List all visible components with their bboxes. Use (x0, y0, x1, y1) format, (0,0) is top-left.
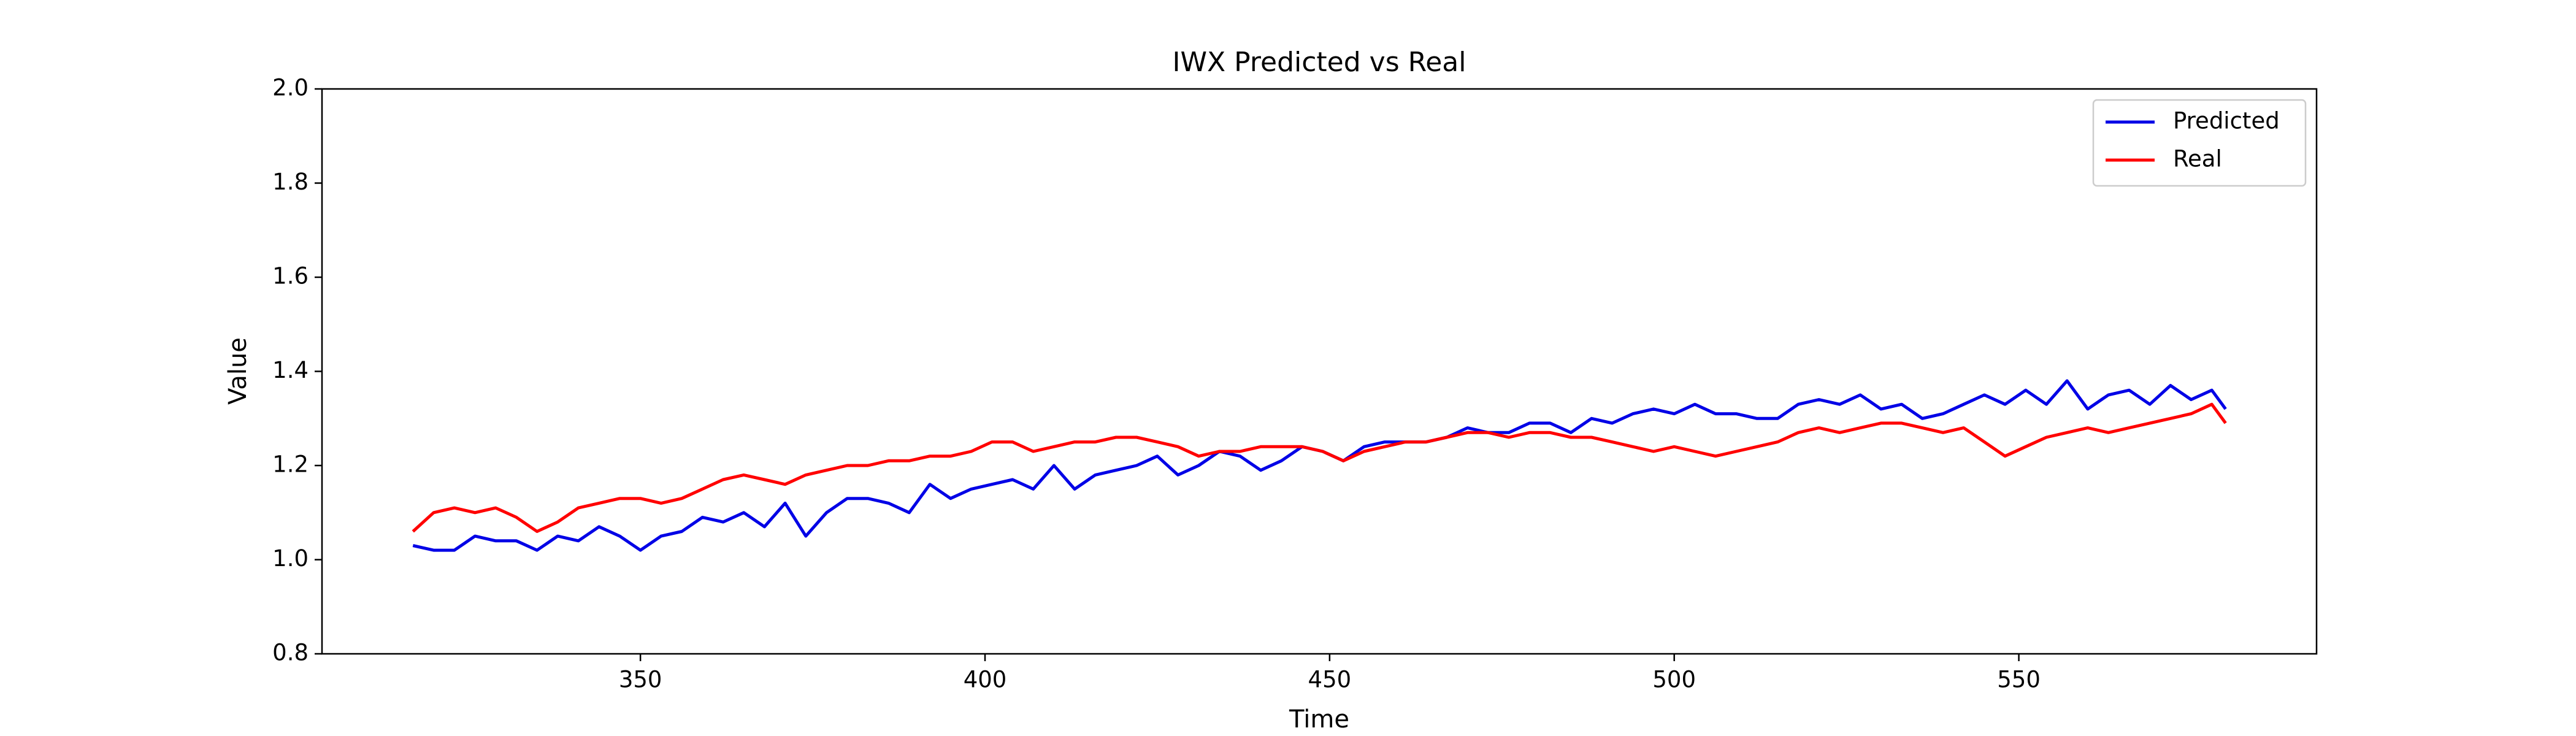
chart-title: IWX Predicted vs Real (1173, 47, 1466, 78)
x-tick-label: 400 (964, 667, 1007, 693)
x-tick-label: 550 (1997, 667, 2041, 693)
x-tick-label: 450 (1308, 667, 1352, 693)
y-tick-label: 1.2 (272, 451, 309, 478)
data-line (412, 379, 2227, 552)
legend-label: Predicted (2173, 108, 2280, 134)
y-tick-label: 2.0 (272, 75, 309, 101)
x-tick-label: 350 (619, 667, 662, 693)
legend-label: Real (2173, 146, 2222, 172)
y-tick-label: 1.6 (272, 263, 309, 289)
x-tick-label: 500 (1652, 667, 1696, 693)
y-tick-label: 0.8 (272, 640, 309, 666)
plot-frame (321, 88, 2318, 655)
data-line (412, 402, 2227, 533)
x-axis-label: Time (1289, 705, 1349, 734)
y-tick-label: 1.8 (272, 169, 309, 195)
y-tick-label: 1.4 (272, 357, 309, 383)
y-tick-label: 1.0 (272, 545, 309, 572)
y-axis-label: Value (224, 337, 252, 405)
